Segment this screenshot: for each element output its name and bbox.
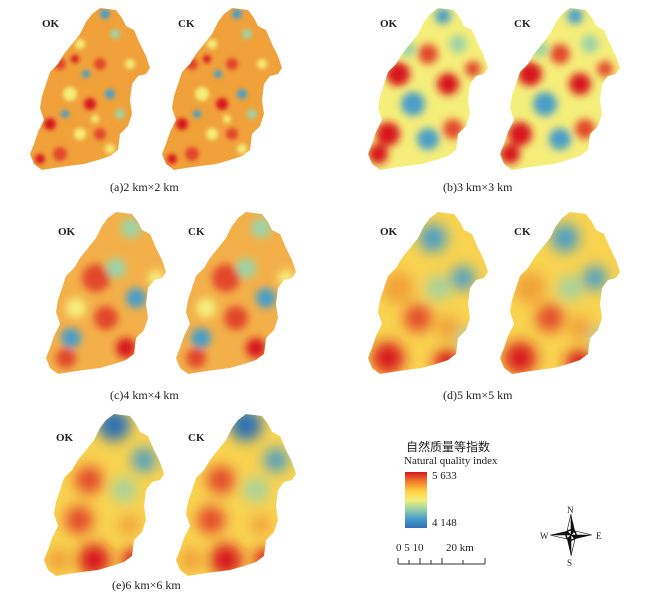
panel-a-right-label: CK: [178, 18, 195, 30]
panel-e-left-label: OK: [56, 432, 74, 444]
legend-color-bar: [405, 472, 427, 528]
caption-e: (e)6 km×6 km: [112, 578, 181, 592]
caption-a: (a)2 km×2 km: [110, 180, 179, 194]
panel-c-right-label: CK: [188, 226, 205, 238]
panel-d: OK CK (d)5 km×5 km: [0, 0, 652, 402]
panel-d-right-label: CK: [514, 226, 531, 238]
panel-a-left-label: OK: [42, 18, 60, 30]
map-d-ck: [490, 208, 630, 378]
compass-e: E: [596, 531, 602, 541]
scale-end-label: 20 km: [446, 542, 474, 554]
panel-e: OK CK (e)6 km×6 km: [0, 0, 320, 600]
compass-rose-icon: [549, 513, 593, 557]
panel-a: OK CK (a)2 km×2 km: [0, 0, 320, 200]
panel-b: OK CK (b)3 km×3 km: [0, 0, 652, 200]
panel-b-left-label: OK: [380, 18, 398, 30]
legend-title-cn: 自然质量等指数: [406, 440, 491, 454]
map-e-ok: [34, 410, 174, 580]
compass-n: N: [567, 505, 574, 515]
compass-s: S: [567, 558, 573, 568]
caption-c: (c)4 km×4 km: [110, 388, 179, 402]
scale-ruler: [397, 558, 486, 565]
caption-b: (b)3 km×3 km: [443, 180, 513, 194]
panel-c: OK CK (c)4 km×4 km: [0, 0, 320, 410]
panel-b-right-label: CK: [514, 18, 531, 30]
legend-min: 4 148: [432, 517, 457, 529]
panel-d-left-label: OK: [380, 226, 398, 238]
panel-c-left-label: OK: [58, 226, 76, 238]
map-d-ok: [358, 208, 498, 378]
caption-d: (d)5 km×5 km: [443, 388, 513, 402]
map-e-ck: [166, 410, 306, 580]
legend-max: 5 633: [432, 470, 457, 482]
compass-w: W: [540, 531, 549, 541]
legend-title-en: Natural quality index: [404, 455, 498, 467]
scale-labels: 0 5 10: [396, 542, 424, 554]
panel-e-right-label: CK: [188, 432, 205, 444]
